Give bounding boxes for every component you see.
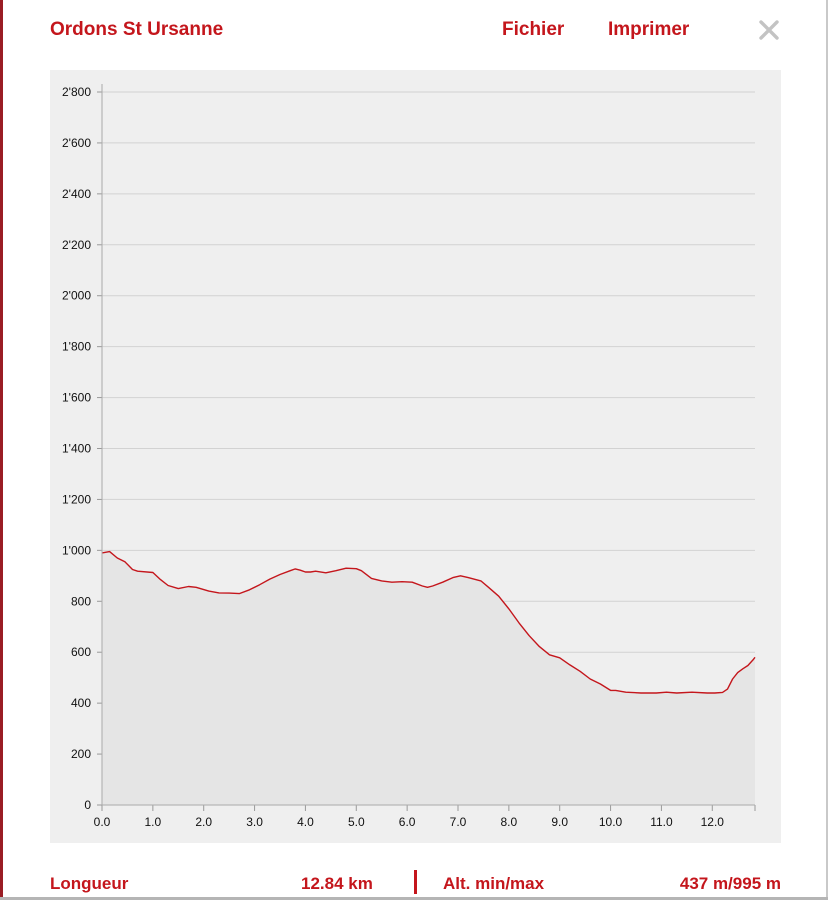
x-tick-label: 3.0 — [246, 815, 263, 829]
y-tick-label: 1'400 — [62, 442, 91, 456]
chart-grid — [102, 91, 755, 755]
x-tick-label: 2.0 — [195, 815, 212, 829]
y-tick-label: 2'200 — [62, 238, 91, 252]
elevation-area — [102, 551, 755, 805]
y-tick-label: 1'600 — [62, 391, 91, 405]
window-edge-bottom — [0, 897, 828, 900]
y-tick-label: 2'600 — [62, 136, 91, 150]
chart-axes — [97, 84, 756, 811]
x-tick-label: 9.0 — [551, 815, 568, 829]
route-title: Ordons St Ursanne — [50, 19, 224, 40]
y-tick-label: 1'000 — [62, 543, 91, 557]
x-tick-label: 7.0 — [450, 815, 467, 829]
y-tick-label: 800 — [71, 594, 91, 608]
x-tick-label: 0.0 — [94, 815, 111, 829]
altitude-value: 437 m/995 m — [679, 874, 781, 893]
x-tick-label: 12.0 — [701, 815, 725, 829]
y-tick-label: 200 — [71, 747, 91, 761]
route-stats-footer: Longueur 12.84 km Alt. min/max 437 m/995… — [0, 868, 828, 898]
elevation-line — [101, 550, 756, 694]
file-button[interactable]: Fichier — [502, 19, 565, 40]
altitude-label: Alt. min/max — [443, 874, 545, 893]
length-value: 12.84 km — [301, 874, 373, 893]
close-button[interactable] — [757, 18, 781, 42]
x-tick-label: 8.0 — [501, 815, 518, 829]
window-edge-left — [0, 0, 3, 900]
y-tick-label: 2'400 — [62, 187, 91, 201]
x-tick-label: 10.0 — [599, 815, 623, 829]
x-tick-label: 5.0 — [348, 815, 365, 829]
x-tick-label: 4.0 — [297, 815, 314, 829]
y-tick-label: 600 — [71, 645, 91, 659]
elevation-chart-svg: 0 200 400 600 800 1'000 1'200 1'400 1'600 1'800 2'… — [62, 84, 756, 829]
y-tick-label: 2'000 — [62, 289, 91, 303]
print-button[interactable]: Imprimer — [608, 19, 690, 40]
x-tick-label: 6.0 — [399, 815, 416, 829]
x-tick-label: 1.0 — [145, 815, 162, 829]
y-tick-label: 1'800 — [62, 340, 91, 354]
y-tick-label: 0 — [84, 798, 91, 812]
x-axis-labels: 0.0 1.0 2.0 3.0 4.0 5.0 6.0 7.0 8.0 9.0 10.0 11.0 12… — [94, 815, 725, 829]
x-tick-label: 11.0 — [650, 815, 673, 829]
y-tick-label: 1'200 — [62, 492, 91, 506]
elevation-profile-chart: 0 200 400 600 800 1'000 1'200 1'400 1'600 1'800 2'… — [50, 70, 781, 843]
footer-separator — [414, 870, 417, 894]
close-icon — [759, 20, 779, 40]
window-edge-right — [826, 0, 828, 900]
length-label: Longueur — [50, 874, 129, 893]
dialog-header: Ordons St Ursanne Fichier Imprimer — [0, 0, 828, 62]
y-tick-label: 2'800 — [62, 85, 91, 99]
y-tick-label: 400 — [71, 696, 91, 710]
y-axis-labels: 0 200 400 600 800 1'000 1'200 1'400 1'600 1'800 2'… — [62, 85, 91, 812]
